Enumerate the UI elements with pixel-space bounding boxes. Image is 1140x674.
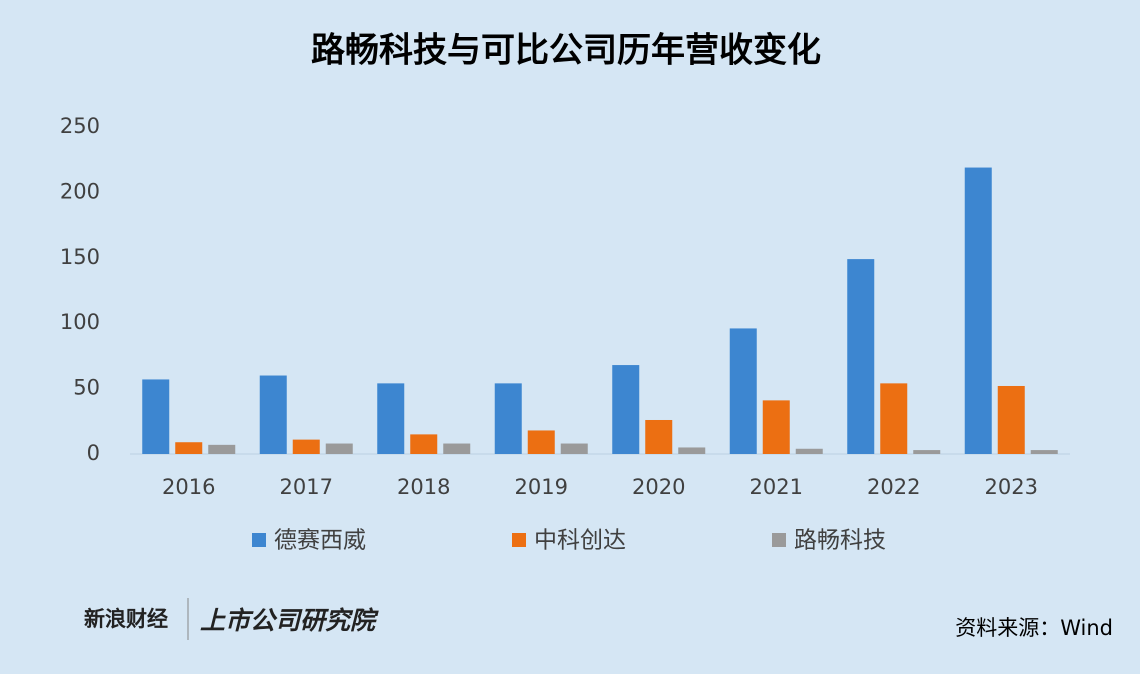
bar <box>795 448 823 454</box>
logo-text: 上市公司研究院 <box>200 606 379 635</box>
bar <box>997 385 1025 454</box>
logo-text: 新浪财经 <box>84 607 168 631</box>
bar <box>678 447 706 454</box>
bar <box>142 379 170 454</box>
legend-label: 中科创达 <box>534 528 626 554</box>
x-tick-label: 2020 <box>632 475 685 499</box>
legend-marker <box>512 533 526 547</box>
x-tick-label: 2019 <box>515 475 568 499</box>
bar <box>762 400 790 454</box>
bar <box>645 419 673 454</box>
bar <box>612 365 640 454</box>
x-tick-label: 2016 <box>162 475 215 499</box>
bar <box>292 439 320 454</box>
bar <box>880 383 908 454</box>
legend-marker <box>252 533 266 547</box>
x-tick-label: 2022 <box>867 475 920 499</box>
y-tick-label: 100 <box>60 310 100 334</box>
bar <box>410 434 438 454</box>
bar <box>494 383 522 454</box>
x-tick-label: 2017 <box>280 475 333 499</box>
legend-label: 路畅科技 <box>794 528 886 554</box>
y-tick-label: 150 <box>60 245 100 269</box>
bar <box>377 383 405 454</box>
legend-marker <box>772 533 786 547</box>
y-tick-label: 50 <box>73 376 100 400</box>
y-tick-label: 0 <box>87 441 100 465</box>
bar <box>259 375 287 454</box>
bar <box>729 328 757 454</box>
x-tick-label: 2023 <box>985 475 1038 499</box>
y-tick-label: 200 <box>60 179 100 203</box>
bar <box>443 443 471 454</box>
legend-label: 德赛西威 <box>274 528 366 554</box>
x-tick-label: 2018 <box>397 475 450 499</box>
bar <box>175 442 203 454</box>
bar <box>208 444 236 454</box>
bar <box>325 443 353 454</box>
source-note: 资料来源：Wind <box>955 616 1113 640</box>
y-tick-label: 250 <box>60 114 100 138</box>
bar <box>847 259 875 454</box>
bar <box>964 167 992 454</box>
bar <box>913 450 941 454</box>
chart-title: 路畅科技与可比公司历年营收变化 <box>311 31 821 71</box>
x-tick-label: 2021 <box>750 475 803 499</box>
bar <box>1030 450 1058 454</box>
bar <box>527 430 555 454</box>
bar <box>560 443 588 454</box>
